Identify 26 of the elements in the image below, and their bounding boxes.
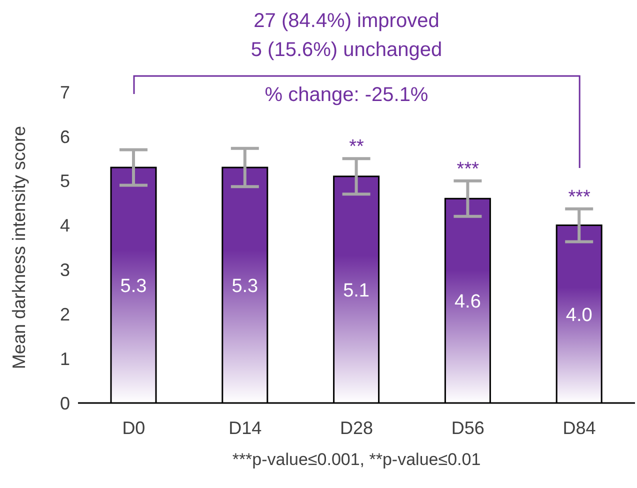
annotation: ** <box>349 136 364 158</box>
text: 27 (84.4%) improved <box>252 10 440 33</box>
y-tick-label: 0 <box>60 393 70 414</box>
y-tick-label: 1 <box>60 348 70 369</box>
y-tick-label: 6 <box>60 126 70 147</box>
annotation: *** <box>456 158 480 180</box>
data-label: 4.0 <box>566 304 592 326</box>
x-tick-label: D0 <box>122 418 146 438</box>
y-tick-label: 5 <box>60 171 70 192</box>
y-tick-label: 2 <box>60 304 70 325</box>
x-tick-label: D28 <box>340 418 374 438</box>
y-tick-label: 7 <box>60 82 70 102</box>
data-label: 5.3 <box>232 276 258 298</box>
data-label: 5.1 <box>343 280 370 302</box>
y-axis-title: Mean darkness intensity score <box>10 126 30 370</box>
x-tick-label: D56 <box>451 418 484 438</box>
data-label: 5.3 <box>120 276 147 298</box>
y-tick-label: 3 <box>60 260 70 280</box>
y-tick-label: 4 <box>60 216 70 236</box>
text: 5 (15.6%) unchanged <box>250 39 444 62</box>
x-tick-label: D84 <box>562 418 596 438</box>
text: ***p-value≤0.001, **p-value≤0.01 <box>231 450 482 470</box>
x-tick-label: D14 <box>228 418 262 438</box>
annotation: % change: -25.1% <box>264 84 428 106</box>
annotation: *** <box>568 186 591 208</box>
data-label: 4.6 <box>454 292 481 313</box>
